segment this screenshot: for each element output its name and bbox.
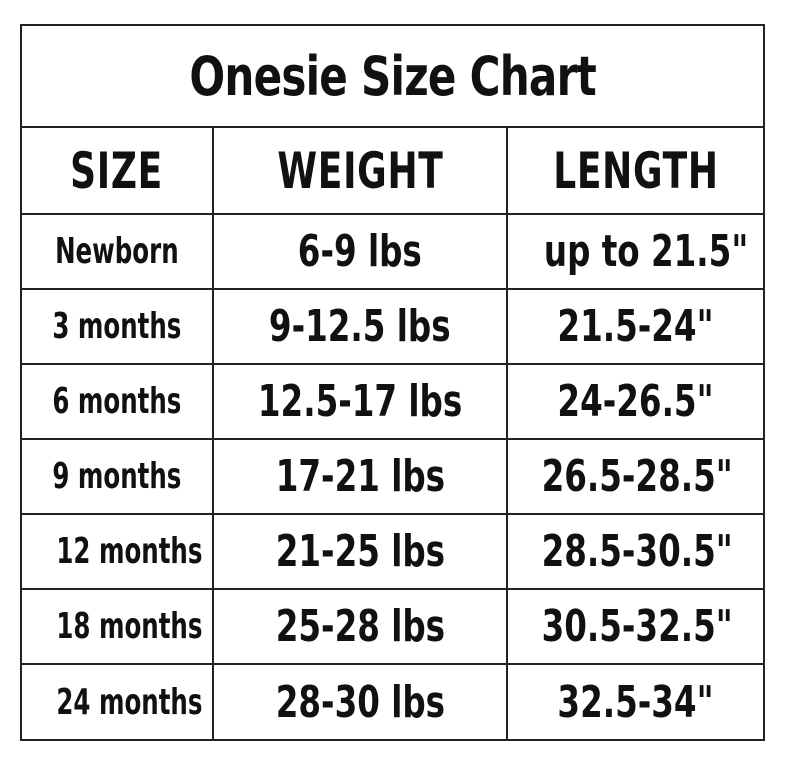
length-cell: up to 21.5" bbox=[507, 214, 763, 290]
table-row: 12 months 21-25 lbs 28.5-30.5" bbox=[22, 514, 763, 590]
size-cell: 3 months bbox=[22, 289, 214, 365]
header-size: SIZE bbox=[22, 128, 214, 215]
size-table: SIZE WEIGHT LENGTH Newborn 6-9 lbs up to… bbox=[22, 128, 763, 739]
header-length: LENGTH bbox=[507, 128, 763, 215]
table-row: 18 months 25-28 lbs 30.5-32.5" bbox=[22, 589, 763, 665]
length-cell: 32.5-34" bbox=[557, 676, 714, 728]
table-row: 6 months 12.5-17 lbs 24-26.5" bbox=[22, 364, 763, 440]
table-row: 24 months 28-30 lbs 32.5-34" bbox=[22, 664, 763, 739]
size-cell: 9 months bbox=[22, 439, 214, 515]
weight-cell: 25-28 lbs bbox=[213, 589, 508, 665]
size-cell: 24 months bbox=[22, 664, 214, 739]
weight-cell: 17-21 lbs bbox=[213, 439, 508, 515]
size-chart: Onesie Size Chart SIZE WEIGHT LENGTH New… bbox=[20, 24, 765, 741]
length-cell: 30.5-32.5" bbox=[507, 589, 763, 665]
size-cell: 18 months bbox=[22, 589, 214, 665]
length-cell: 21.5-24" bbox=[507, 289, 763, 365]
weight-cell: 6-9 lbs bbox=[213, 214, 508, 290]
title-row: Onesie Size Chart bbox=[22, 26, 763, 128]
length-cell: 24-26.5" bbox=[507, 364, 763, 440]
length-cell: 26.5-28.5" bbox=[507, 439, 763, 515]
weight-cell: 28-30 lbs bbox=[213, 664, 508, 739]
table-row: 9 months 17-21 lbs 26.5-28.5" bbox=[22, 439, 763, 515]
weight-cell: 21-25 lbs bbox=[213, 514, 508, 590]
weight-cell: 12.5-17 lbs bbox=[213, 364, 508, 440]
size-cell: 6 months bbox=[22, 364, 214, 440]
size-cell: 12 months bbox=[22, 514, 214, 590]
table-row: 3 months 9-12.5 lbs 21.5-24" bbox=[22, 289, 763, 365]
weight-cell: 9-12.5 lbs bbox=[213, 289, 508, 365]
header-row: SIZE WEIGHT LENGTH bbox=[22, 128, 763, 215]
header-weight: WEIGHT bbox=[213, 128, 508, 215]
chart-title: Onesie Size Chart bbox=[189, 44, 596, 108]
size-cell: Newborn bbox=[22, 214, 214, 290]
table-row: Newborn 6-9 lbs up to 21.5" bbox=[22, 214, 763, 290]
length-cell: 28.5-30.5" bbox=[507, 514, 763, 590]
